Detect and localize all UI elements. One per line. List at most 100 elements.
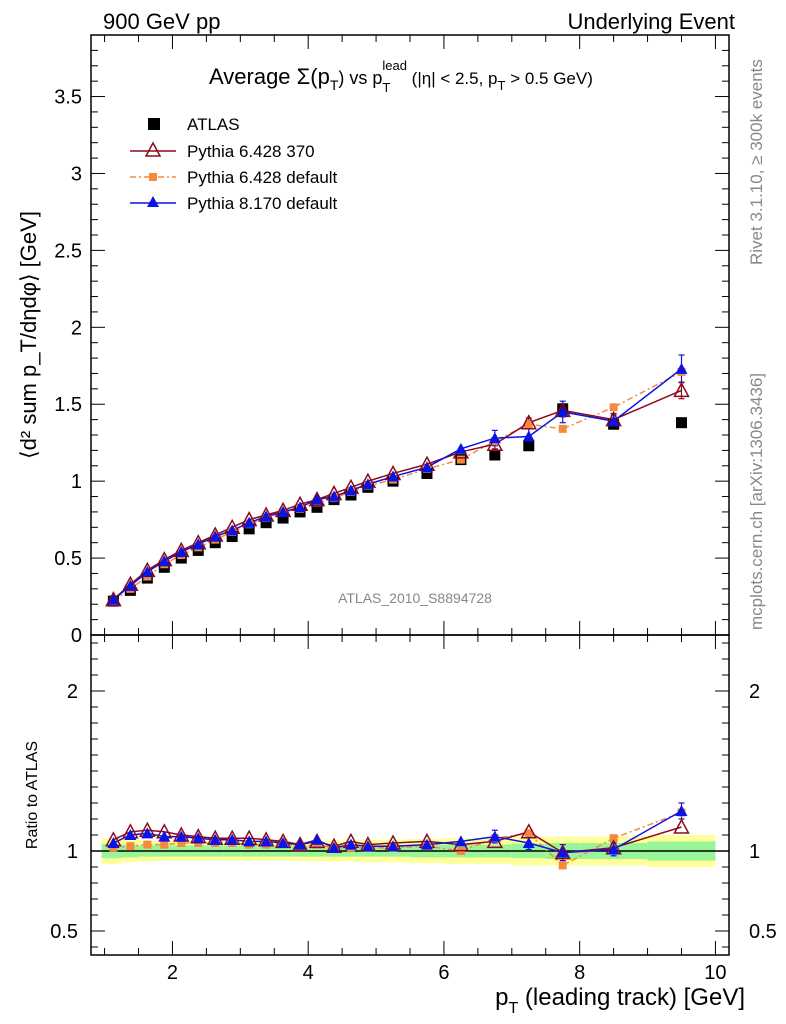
ratio-py8-point [344, 838, 357, 850]
title-cuts-b: > 0.5 GeV) [505, 69, 592, 88]
title-part-mid: ) vs p [338, 68, 382, 88]
main-data [105, 354, 690, 607]
atlas-point [226, 531, 238, 543]
ratio-panel: 2 4 6 8 10 0.5 0.5 1 1 2 2 Ratio to ATLAS [24, 634, 777, 984]
ratio-py6-370-point [291, 836, 309, 852]
ratio-py8-point [607, 843, 620, 855]
py8-point [294, 501, 307, 513]
legend: ATLAS Pythia 6.428 370 Pythia 6.428 defa… [130, 115, 338, 213]
header-left: 900 GeV pp [103, 9, 220, 34]
mcplots-label: mcplots.cern.ch [arXiv:1306.3436] [747, 373, 766, 630]
py6-370-point [105, 591, 122, 607]
legend-marker-py6-370 [144, 141, 162, 157]
ratio-py8-point [361, 840, 374, 852]
series-py6-370-line [112, 389, 682, 601]
analysis-watermark: ATLAS_2010_S8894728 [338, 590, 492, 606]
py8-point [387, 470, 400, 482]
ratio-py8-point [260, 835, 273, 847]
legend-label-py8: Pythia 8.170 default [187, 194, 338, 213]
title-sub-t1: T [330, 77, 339, 93]
py6-default-point [456, 455, 465, 464]
title-part-main: Average Σ(p [209, 64, 330, 89]
x-tick-label: 6 [438, 962, 449, 984]
legend-marker-py8 [147, 196, 159, 207]
py8-point [192, 538, 205, 550]
ratio-data [105, 802, 690, 870]
ratio-py6-default-point [609, 834, 618, 843]
ratio-y-tick-label-right: 2 [749, 681, 760, 703]
ylabel-part: ⟨d² sum p_T/dηdφ⟩ [GeV] [16, 211, 41, 459]
xlabel-rest: (leading track) [GeV] [518, 984, 745, 1011]
ratio-ticks: 2 4 6 8 10 0.5 0.5 1 1 2 2 [50, 635, 777, 984]
py6-370-point [308, 491, 326, 507]
py8-point [175, 545, 188, 557]
ratio-py8-point [175, 830, 188, 842]
py8-point [277, 505, 290, 517]
py8-point [226, 524, 239, 536]
py8-point [311, 493, 324, 505]
ratio-py8-point [311, 833, 324, 845]
ratio-py8-point [226, 833, 239, 845]
x-tick-label: 10 [704, 962, 726, 984]
ratio-py8-point [327, 841, 340, 853]
ratio-y-tick-label-right: 0.5 [749, 921, 777, 943]
main-panel: 00.511.522.533.5 Average Σ(pT) vs pTlead… [16, 34, 730, 647]
title-sub-t3: T [498, 78, 506, 93]
ratio-py6-default-point [126, 842, 135, 851]
ratio-py6-default-point [558, 861, 567, 870]
ratio-py6-default-point [160, 840, 169, 849]
py6-370-point [486, 435, 504, 451]
ratio-py8-point [294, 838, 307, 850]
ratio-py8-point [277, 837, 290, 848]
ratio-py6-default-point [177, 839, 186, 847]
ratio-bands [91, 835, 729, 867]
main-ylabel: ⟨d² sum p_T/dηdφ⟩ [GeV] [16, 211, 41, 459]
y-tick-label: 3 [71, 163, 82, 185]
y-tick-label: 2.5 [54, 240, 82, 262]
y-tick-label: 2 [71, 317, 82, 339]
y-tick-label: 3.5 [54, 87, 82, 109]
rivet-label: Rivet 3.1.10, ≥ 300k events [747, 59, 766, 265]
title-sub-t2: T [382, 80, 390, 95]
atlas-point [523, 440, 535, 452]
y-tick-label: 1 [71, 471, 82, 493]
xlabel-p: p [495, 984, 508, 1011]
py6-default-point [609, 403, 618, 412]
py8-point [260, 510, 273, 522]
legend-label-atlas: ATLAS [187, 115, 240, 134]
ratio-y-tick-label-right: 1 [749, 841, 760, 863]
atlas-point [243, 523, 255, 535]
py8-point [675, 362, 688, 374]
py8-point [124, 579, 137, 591]
ratio-py8-point [124, 829, 137, 840]
atlas-point [311, 501, 323, 513]
ratio-py8-point [387, 840, 400, 852]
main-title: Average Σ(pT) vs pTlead (|η| < 2.5, pT >… [209, 58, 593, 95]
py8-point [361, 478, 374, 490]
ratio-py8-point [243, 835, 256, 847]
ratio-py8-point [675, 805, 688, 816]
ratio-frame [90, 634, 730, 956]
x-tick-label: 4 [303, 962, 314, 984]
py8-point [327, 490, 340, 502]
ratio-py8-point [141, 827, 154, 839]
ratio-py8-point [158, 830, 171, 842]
legend-marker-py6-default [149, 173, 157, 181]
py8-point [488, 432, 501, 444]
atlas-point [421, 467, 433, 479]
ratio-py6-370-point [673, 818, 690, 834]
x-tick-label: 2 [167, 962, 178, 984]
ratio-ylabel: Ratio to ATLAS [24, 741, 41, 849]
py8-point [158, 555, 171, 567]
ratio-y-tick-label: 2 [67, 681, 78, 703]
y-tick-label: 0 [71, 625, 82, 647]
ratio-py8-point [420, 838, 433, 850]
py8-point [522, 430, 535, 442]
ratio-py8-point [556, 846, 569, 858]
py8-point [420, 461, 433, 473]
py6-default-point [524, 420, 533, 429]
py8-point [344, 484, 357, 496]
py8-point [209, 530, 222, 542]
py8-point [107, 593, 120, 605]
title-sup-lead: lead [382, 58, 407, 73]
